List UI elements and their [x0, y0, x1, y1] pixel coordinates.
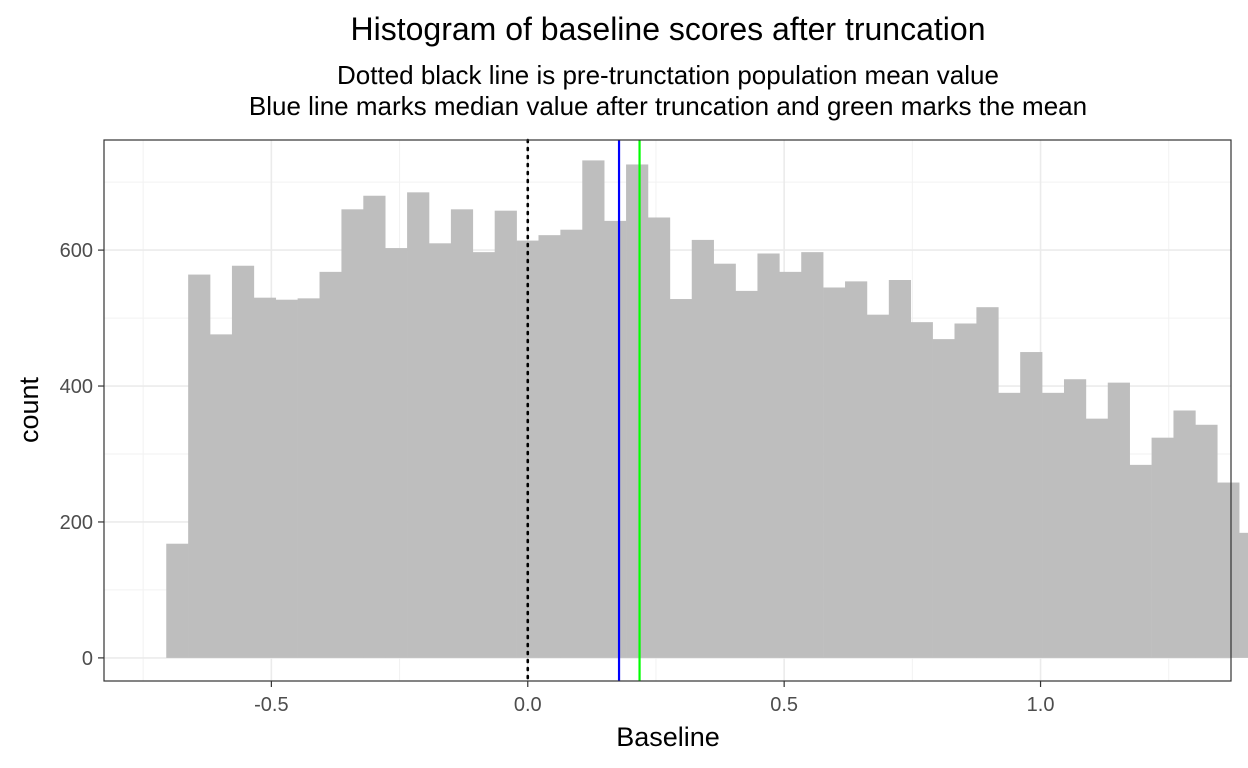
histogram-bar [1195, 424, 1218, 658]
histogram-bar [647, 217, 671, 658]
y-tick-label: 200 [60, 512, 93, 534]
x-tick-label: 1.0 [1027, 694, 1055, 716]
histogram-bar [363, 195, 386, 658]
x-tick-label: 0.0 [514, 694, 542, 716]
y-tick-label: 0 [82, 648, 93, 670]
histogram-bar [450, 209, 474, 658]
y-tick-label: 400 [60, 376, 93, 398]
histogram-bar [1107, 382, 1130, 658]
histogram-bar [669, 299, 693, 658]
histogram-bar [954, 323, 977, 658]
histogram-bars [166, 160, 1248, 658]
histogram-bar [910, 322, 933, 658]
histogram-bar [1239, 532, 1248, 658]
histogram-bar [1085, 418, 1109, 658]
histogram-bar [319, 271, 342, 658]
histogram-bar [231, 265, 255, 658]
histogram-bar [1042, 392, 1065, 658]
histogram-bar [626, 164, 649, 658]
histogram-bar [166, 543, 189, 658]
histogram-bar [1217, 482, 1240, 658]
histogram-bar [275, 299, 298, 658]
histogram-bar [210, 334, 233, 658]
histogram-bar [407, 192, 430, 658]
histogram-bar [1063, 379, 1087, 658]
y-axis-title: count [14, 376, 44, 443]
histogram-bar [866, 314, 890, 658]
histogram-bar [845, 281, 868, 658]
chart-title: Histogram of baseline scores after trunc… [351, 11, 986, 47]
histogram-bar [998, 392, 1021, 658]
histogram-bar [538, 235, 561, 658]
histogram-bar [823, 287, 846, 658]
histogram-bar [1020, 352, 1043, 658]
histogram-bar [757, 253, 780, 658]
x-axis-title: Baseline [616, 722, 720, 752]
histogram-bar [516, 240, 539, 658]
histogram-bar [560, 229, 583, 658]
histogram-bar [1151, 437, 1174, 658]
x-tick-label: -0.5 [254, 694, 288, 716]
histogram-bar [341, 209, 364, 658]
histogram-bar [582, 160, 605, 658]
histogram-bar [735, 290, 758, 658]
axis-ticks: -0.5 0.0 0.5 1.0 0 200 400 600 [60, 240, 1055, 716]
chart-subtitle-line-2: Blue line marks median value after trunc… [249, 91, 1087, 121]
histogram-bar [801, 252, 824, 658]
histogram-bar [888, 280, 912, 658]
chart-subtitle-line-1: Dotted black line is pre-trunctation pop… [337, 60, 999, 90]
histogram-bar [472, 252, 495, 658]
histogram-bar [779, 271, 802, 658]
histogram-bar [1129, 464, 1152, 658]
plot-border [103, 139, 1232, 682]
histogram-bar [691, 239, 714, 658]
histogram-bar [297, 298, 320, 658]
x-tick-label: 0.5 [770, 694, 798, 716]
histogram-bar [188, 274, 211, 658]
histogram-bar [976, 307, 999, 658]
reference-lines [526, 138, 641, 683]
histogram-bar [385, 248, 408, 658]
histogram-bar [604, 220, 627, 658]
histogram-bar [253, 297, 277, 658]
histogram-bar [713, 263, 736, 658]
histogram-bar [429, 243, 452, 658]
histogram-bar [932, 339, 955, 658]
histogram-bar [1173, 410, 1196, 658]
y-tick-label: 600 [60, 240, 93, 262]
histogram-bar [494, 210, 517, 658]
